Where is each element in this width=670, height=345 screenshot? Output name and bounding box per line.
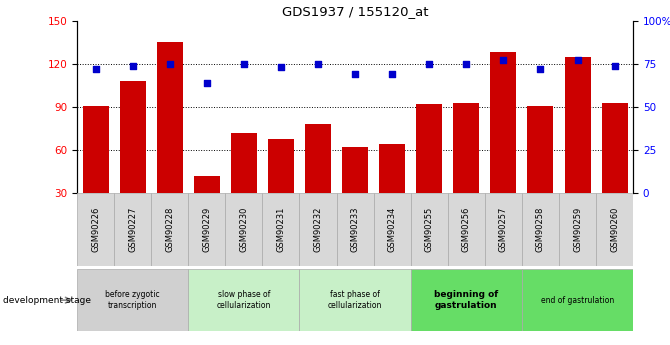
Text: fast phase of
cellularization: fast phase of cellularization <box>328 290 383 310</box>
Bar <box>188 269 299 331</box>
Text: GSM90234: GSM90234 <box>388 207 397 252</box>
Text: GSM90231: GSM90231 <box>277 207 285 252</box>
Bar <box>416 104 442 193</box>
Text: GSM90255: GSM90255 <box>425 207 433 252</box>
Point <box>164 61 175 67</box>
Point <box>424 61 435 67</box>
Bar <box>114 193 151 266</box>
Bar <box>527 106 553 193</box>
Text: GSM90259: GSM90259 <box>573 207 582 252</box>
Text: end of gastrulation: end of gastrulation <box>541 296 614 305</box>
Bar <box>490 52 517 193</box>
Bar <box>454 103 479 193</box>
Text: GSM90229: GSM90229 <box>202 207 211 252</box>
Text: beginning of
gastrulation: beginning of gastrulation <box>434 290 498 310</box>
Bar <box>231 133 257 193</box>
Text: GSM90227: GSM90227 <box>128 207 137 252</box>
Bar <box>336 193 374 266</box>
Bar <box>151 193 188 266</box>
Point <box>535 66 546 72</box>
Bar <box>194 176 220 193</box>
Bar <box>120 81 145 193</box>
Point <box>498 58 509 63</box>
Bar <box>565 57 590 193</box>
Text: GSM90256: GSM90256 <box>462 207 471 252</box>
Bar <box>82 106 109 193</box>
Point <box>572 58 583 63</box>
Title: GDS1937 / 155120_at: GDS1937 / 155120_at <box>282 5 428 18</box>
Text: before zygotic
transcription: before zygotic transcription <box>105 290 160 310</box>
Bar <box>305 124 331 193</box>
Bar <box>374 193 411 266</box>
Point <box>239 61 249 67</box>
Text: GSM90233: GSM90233 <box>350 207 360 252</box>
Bar <box>342 147 368 193</box>
Bar <box>157 42 183 193</box>
Bar <box>596 193 633 266</box>
Point <box>275 65 286 70</box>
Bar <box>299 193 336 266</box>
Point <box>127 63 138 68</box>
Bar <box>77 269 188 331</box>
Text: development stage: development stage <box>3 296 91 305</box>
Text: GSM90230: GSM90230 <box>239 207 249 252</box>
Bar <box>268 139 294 193</box>
Point <box>387 71 397 77</box>
Point <box>350 71 360 77</box>
Bar <box>77 193 114 266</box>
Bar <box>522 269 633 331</box>
Bar <box>411 193 448 266</box>
Text: slow phase of
cellularization: slow phase of cellularization <box>216 290 271 310</box>
Bar <box>263 193 299 266</box>
Point <box>461 61 472 67</box>
Bar <box>411 269 522 331</box>
Point <box>90 66 101 72</box>
Bar <box>299 269 411 331</box>
Point <box>609 63 620 68</box>
Point <box>202 80 212 86</box>
Bar <box>225 193 263 266</box>
Text: GSM90228: GSM90228 <box>165 207 174 252</box>
Text: GSM90257: GSM90257 <box>499 207 508 252</box>
Bar <box>602 103 628 193</box>
Text: GSM90226: GSM90226 <box>91 207 100 252</box>
Point <box>313 61 324 67</box>
Bar <box>559 193 596 266</box>
Text: GSM90260: GSM90260 <box>610 207 619 252</box>
Bar <box>522 193 559 266</box>
Text: GSM90232: GSM90232 <box>314 207 322 252</box>
Text: GSM90258: GSM90258 <box>536 207 545 252</box>
Bar <box>448 193 485 266</box>
Bar <box>485 193 522 266</box>
Bar <box>188 193 225 266</box>
Bar <box>379 144 405 193</box>
